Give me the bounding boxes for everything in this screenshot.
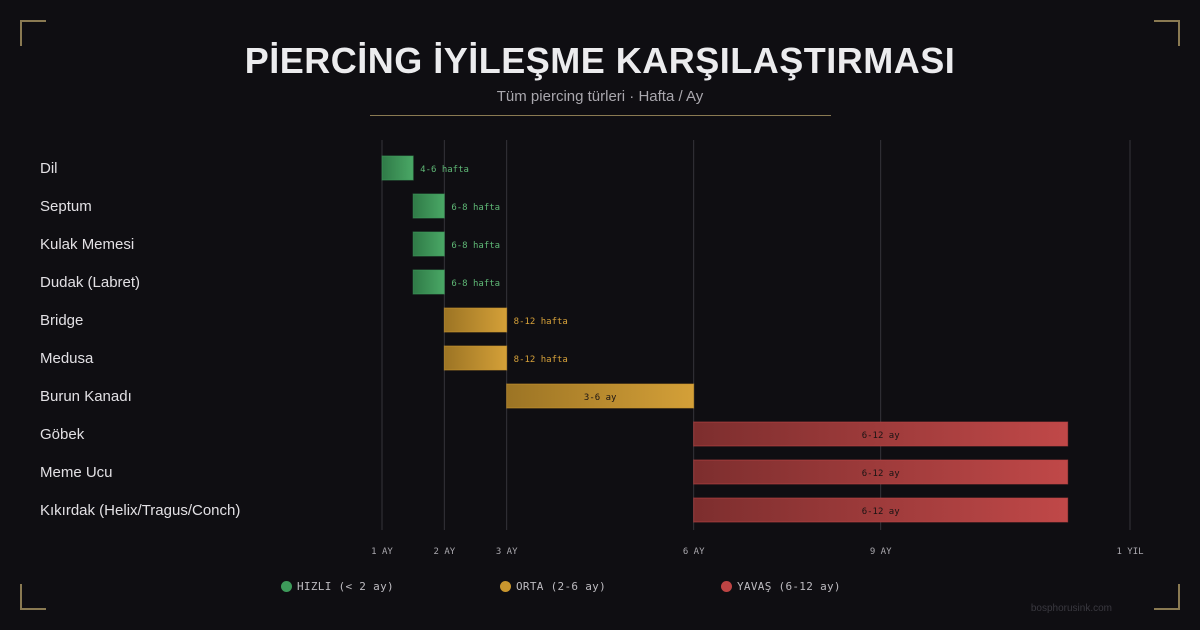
x-tick-label: 6 AY xyxy=(683,547,705,557)
legend-dot-fast xyxy=(281,581,292,592)
x-tick-label: 1 YIL xyxy=(1116,547,1143,557)
category-label: Bridge xyxy=(40,312,83,329)
bar-label: 6-8 hafta xyxy=(451,203,500,213)
bar-label: 3-6 ay xyxy=(584,393,617,403)
corner-bottom-left xyxy=(20,584,46,610)
category-label: Dudak (Labret) xyxy=(40,274,140,291)
x-tick-label: 1 AY xyxy=(371,547,393,557)
legend-item-slow: YAVAŞ (6-12 ay) xyxy=(721,580,841,593)
chart-title: PİERCİNG İYİLEŞME KARŞILAŞTIRMASI xyxy=(244,40,956,81)
bar-label: 6-12 ay xyxy=(862,431,901,441)
category-label: Burun Kanadı xyxy=(40,388,132,405)
bar xyxy=(412,193,445,219)
category-label: Septum xyxy=(40,198,92,215)
legend-dot-slow xyxy=(721,581,732,592)
bar-label: 8-12 hafta xyxy=(514,317,568,327)
bar xyxy=(693,459,1069,485)
bar xyxy=(693,421,1069,447)
x-tick-label: 9 AY xyxy=(870,547,892,557)
bar xyxy=(412,231,445,257)
bar-label: 8-12 hafta xyxy=(514,355,568,365)
corner-top-right xyxy=(1154,20,1180,46)
bar xyxy=(443,307,508,333)
bar xyxy=(381,155,414,181)
title-divider xyxy=(370,115,831,116)
legend-dot-medium xyxy=(500,581,511,592)
bar-label: 4-6 hafta xyxy=(420,165,469,175)
legend-label-slow: YAVAŞ (6-12 ay) xyxy=(737,580,841,593)
category-label: Medusa xyxy=(40,350,94,367)
category-label: Meme Ucu xyxy=(40,464,113,481)
bar-label: 6-12 ay xyxy=(862,507,901,517)
legend-label-fast: HIZLI (< 2 ay) xyxy=(297,580,394,593)
bar-label: 6-12 ay xyxy=(862,469,901,479)
bar-label: 6-8 hafta xyxy=(451,241,500,251)
bar xyxy=(443,345,508,371)
legend-item-medium: ORTA (2-6 ay) xyxy=(500,580,606,593)
category-label: Göbek xyxy=(40,426,85,443)
bar xyxy=(693,497,1069,523)
category-label: Kulak Memesi xyxy=(40,236,134,253)
bar xyxy=(412,269,445,295)
legend-label-medium: ORTA (2-6 ay) xyxy=(516,580,606,593)
corner-top-left xyxy=(20,20,46,46)
chart-subtitle: Tüm piercing türleri · Hafta / Ay xyxy=(496,88,704,105)
x-tick-label: 2 AY xyxy=(433,547,455,557)
bar-label: 6-8 hafta xyxy=(451,279,500,289)
category-label: Dil xyxy=(40,160,58,177)
chart-legend: HIZLI (< 2 ay) ORTA (2-6 ay) YAVAŞ (6-12… xyxy=(0,580,1200,596)
x-tick-label: 3 AY xyxy=(496,547,518,557)
bar xyxy=(506,383,695,409)
legend-item-fast: HIZLI (< 2 ay) xyxy=(281,580,394,593)
category-label: Kıkırdak (Helix/Tragus/Conch) xyxy=(40,502,240,519)
watermark: bosphorusink.com xyxy=(1030,603,1112,614)
corner-bottom-right xyxy=(1154,584,1180,610)
